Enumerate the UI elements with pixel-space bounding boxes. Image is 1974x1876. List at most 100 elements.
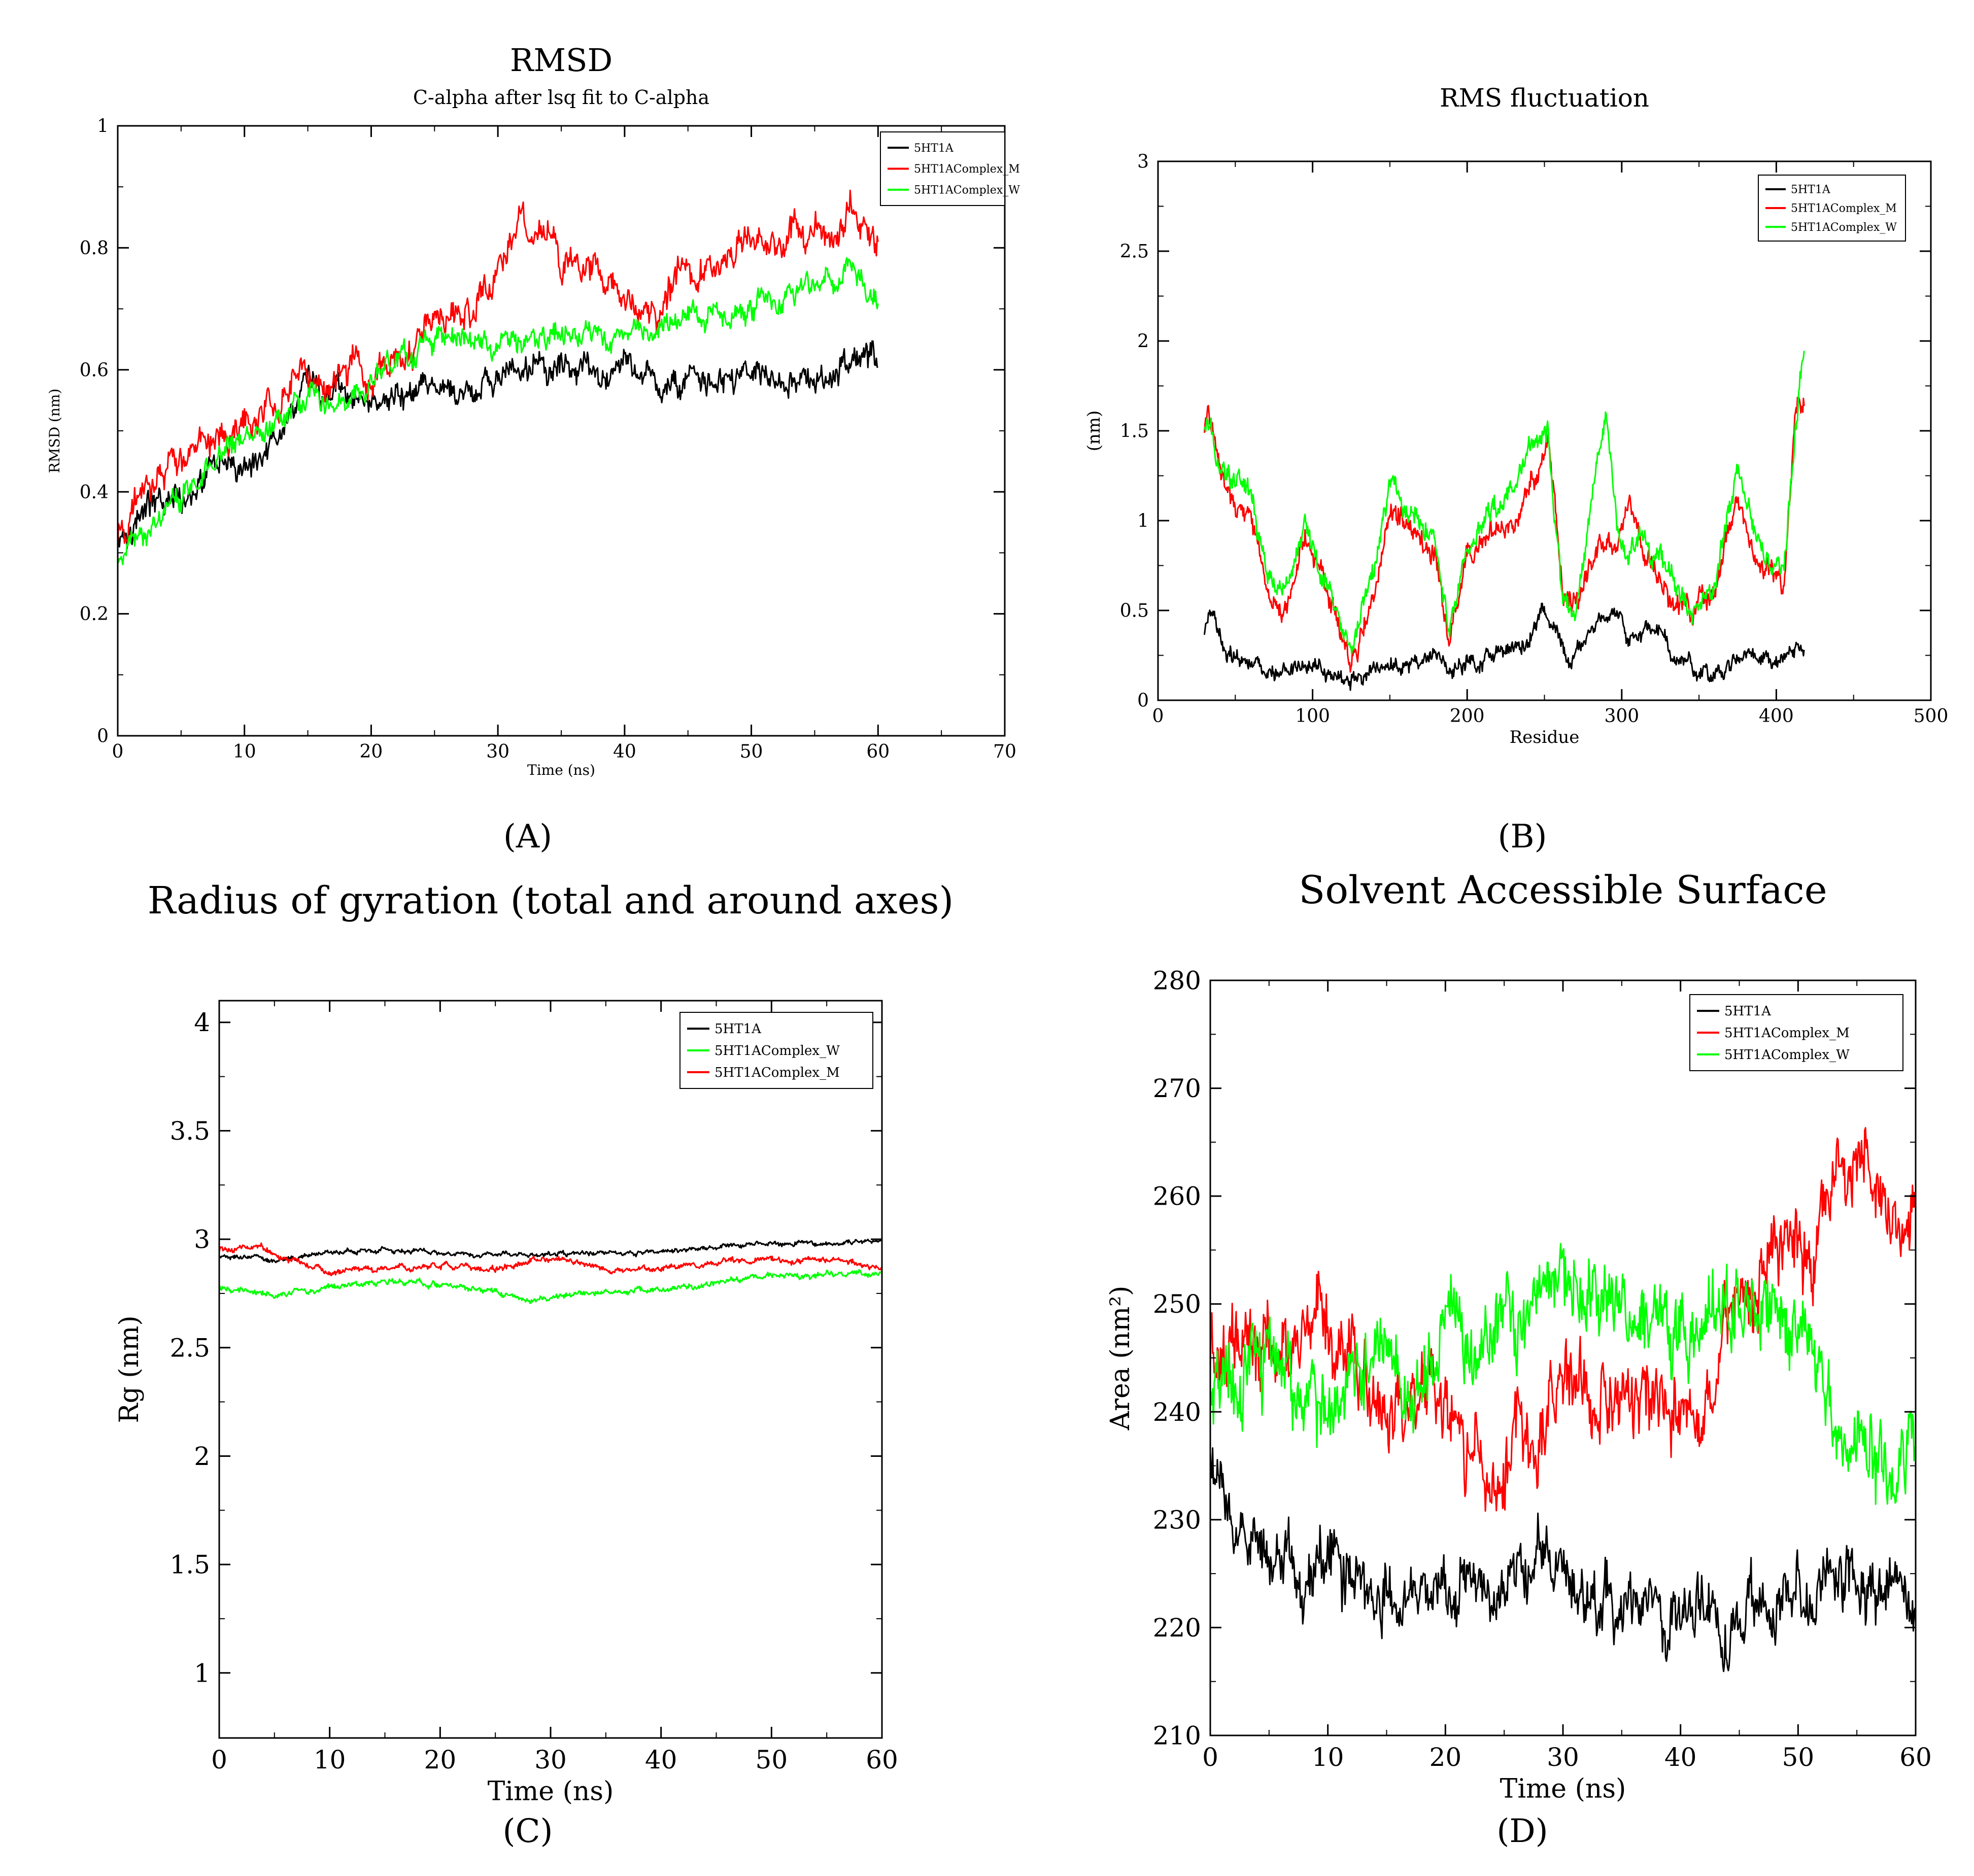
- y-tick-label: 250: [1153, 1289, 1201, 1319]
- y-tick-label: 3: [194, 1225, 210, 1254]
- x-axis-label: Time (ns): [488, 1776, 614, 1806]
- x-tick-label: 10: [314, 1745, 346, 1775]
- y-tick-label: 2.5: [169, 1333, 210, 1362]
- series-group: [1203, 351, 1805, 691]
- legend-label: 5HT1AComplex_M: [1791, 202, 1897, 215]
- y-axis-label: Area (nm²): [1105, 1286, 1136, 1431]
- series-line-5ht1acomplex-w: [219, 1269, 882, 1304]
- x-tick-label: 200: [1450, 706, 1485, 727]
- panel-c-radius-of-gyration-chart: Radius of gyration (total and around axe…: [114, 879, 954, 1806]
- y-tick-label: 230: [1153, 1505, 1201, 1534]
- series-line-5ht1acomplex-m: [1210, 1127, 1916, 1512]
- x-tick-label: 30: [1547, 1743, 1579, 1772]
- y-tick-label: 210: [1153, 1721, 1201, 1751]
- x-axis-label: Time (ns): [527, 762, 595, 778]
- y-tick-label: 0.6: [80, 360, 109, 381]
- y-tick-label: 1: [194, 1658, 210, 1688]
- y-tick-label: 2: [1137, 331, 1149, 352]
- series-line-5ht1acomplex-w: [1203, 351, 1805, 655]
- x-tick-label: 40: [613, 741, 636, 762]
- y-tick-label: 0.4: [80, 482, 109, 503]
- series-group: [219, 1239, 882, 1304]
- y-tick-label: 4: [194, 1008, 210, 1037]
- x-tick-label: 0: [112, 741, 124, 762]
- y-tick-label: 0: [97, 726, 109, 747]
- legend-label: 5HT1AComplex_W: [1724, 1047, 1850, 1063]
- y-tick-label: 1.5: [169, 1550, 210, 1580]
- y-tick-label: 220: [1153, 1613, 1201, 1643]
- panel-b-rms-fluctuation-chart: RMS fluctuation 0 100 200 300 400 500 0 0.5 1 1.5 2…: [1084, 83, 1949, 747]
- series-line-5ht1a: [118, 340, 878, 550]
- y-tick-label: 240: [1153, 1397, 1201, 1427]
- y-tick-label: 1: [1137, 511, 1149, 532]
- x-tick-label: 20: [424, 1745, 457, 1775]
- x-tick-label: 20: [360, 741, 383, 762]
- y-tick-label: 2.5: [1120, 242, 1149, 262]
- x-tick-label: 400: [1759, 706, 1794, 727]
- chart-title: Radius of gyration (total and around axe…: [148, 879, 954, 923]
- x-tick-label: 0: [1202, 1743, 1218, 1772]
- x-tick-label: 70: [993, 741, 1016, 762]
- x-tick-label: 10: [1312, 1743, 1344, 1772]
- series-line-5ht1acomplex-m: [118, 189, 879, 547]
- legend-label: 5HT1AComplex_W: [1791, 221, 1897, 234]
- y-tick-label: 0.5: [1120, 601, 1149, 622]
- series-group: [118, 189, 879, 565]
- x-tick-label: 500: [1914, 706, 1949, 727]
- panel-label-c: (C): [503, 1813, 553, 1850]
- x-tick-label: 50: [756, 1745, 788, 1775]
- legend-label: 5HT1AComplex_M: [1724, 1026, 1850, 1041]
- panel-label-a: (A): [503, 818, 552, 856]
- series-group: [1210, 1127, 1916, 1673]
- x-tick-label: 100: [1295, 706, 1330, 727]
- y-tick-label: 1: [97, 116, 109, 137]
- x-tick-label: 60: [866, 1745, 898, 1775]
- legend-label: 5HT1AComplex_M: [714, 1065, 840, 1080]
- x-tick-label: 0: [211, 1745, 227, 1775]
- y-tick-label: 280: [1153, 966, 1201, 996]
- legend-label: 5HT1AComplex_W: [714, 1043, 840, 1059]
- legend-label: 5HT1AComplex_W: [914, 184, 1020, 197]
- panel-d-solvent-accessible-surface-chart: Solvent Accessible Surface 0 10 20 30 40 50 60 2…: [1105, 867, 1932, 1804]
- y-tick-label: 1.5: [1120, 421, 1149, 442]
- series-line-5ht1acomplex-w: [1210, 1243, 1916, 1505]
- y-axis-label: Rg (nm): [114, 1315, 145, 1423]
- x-tick-label: 10: [233, 741, 256, 762]
- x-tick-label: 40: [645, 1745, 677, 1775]
- legend-label: 5HT1A: [914, 142, 954, 155]
- y-tick-label: 2: [194, 1442, 210, 1471]
- series-line-5ht1acomplex-w: [118, 257, 879, 565]
- y-tick-label: 260: [1153, 1182, 1201, 1211]
- y-axis-label: (nm): [1084, 411, 1104, 452]
- y-tick-label: 0.8: [80, 238, 109, 259]
- x-tick-label: 60: [1899, 1743, 1932, 1772]
- x-tick-label: 0: [1152, 706, 1164, 727]
- x-tick-label: 20: [1430, 1743, 1462, 1772]
- legend-box: [679, 1012, 873, 1089]
- plot-frame: [1209, 979, 1917, 1736]
- plot-frame: [218, 1000, 883, 1739]
- chart-subtitle: C-alpha after lsq fit to C-alpha: [413, 86, 709, 109]
- x-tick-label: 300: [1604, 706, 1639, 727]
- x-tick-label: 50: [740, 741, 763, 762]
- y-tick-label: 3.5: [169, 1116, 210, 1146]
- y-tick-label: 0.2: [80, 604, 109, 625]
- panel-label-d: (D): [1496, 1813, 1548, 1850]
- x-tick-label: 30: [486, 741, 509, 762]
- x-tick-label: 40: [1664, 1743, 1697, 1772]
- series-line-5ht1a: [219, 1239, 882, 1264]
- chart-title: RMS fluctuation: [1440, 83, 1649, 113]
- legend-label: 5HT1AComplex_M: [914, 163, 1020, 176]
- y-tick-label: 270: [1153, 1074, 1201, 1103]
- x-axis-label: Residue: [1510, 727, 1580, 747]
- chart-title: RMSD: [510, 42, 612, 79]
- legend-label: 5HT1A: [1724, 1004, 1772, 1019]
- series-line-5ht1a: [1203, 602, 1805, 691]
- x-axis-label: Time (ns): [1500, 1773, 1626, 1804]
- series-line-5ht1a: [1210, 1447, 1916, 1673]
- x-tick-label: 50: [1782, 1743, 1815, 1772]
- legend-label: 5HT1A: [1791, 184, 1831, 196]
- chart-title: Solvent Accessible Surface: [1299, 867, 1827, 912]
